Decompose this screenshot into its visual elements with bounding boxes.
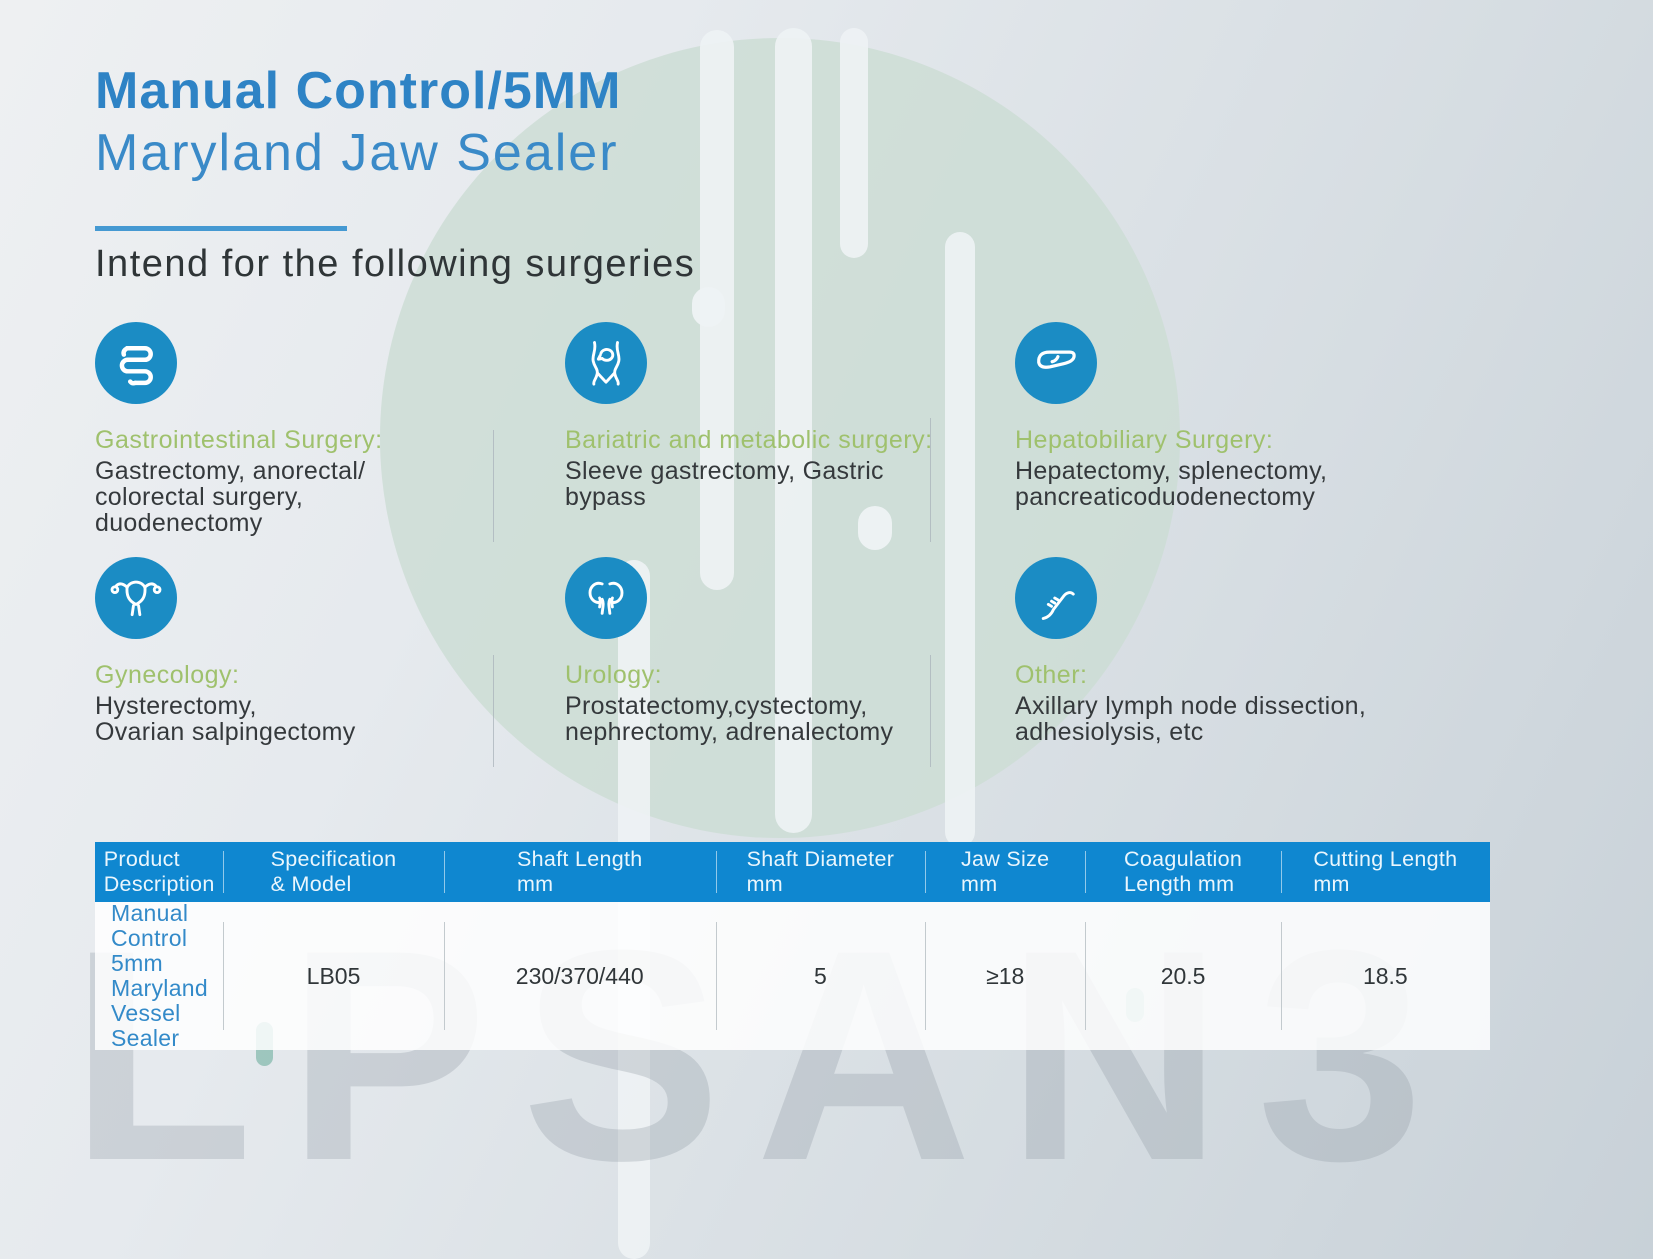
table-header-row: Product Description Specification & Mode… [95,842,1490,902]
header-label: Coagulation Length mm [1124,847,1243,896]
header-label: Shaft Length mm [516,847,643,896]
cell-product-description: Manual Control 5mm Maryland Vessel Seale… [95,900,223,1051]
header-cell-cutting-length: Cutting Length mm [1280,842,1490,902]
surgery-heading: Gastrointestinal Surgery: [95,426,383,454]
logo-pill [692,287,725,327]
kidneys-icon [565,557,647,639]
column-divider [930,418,931,542]
surgery-card-gastrointestinal: Gastrointestinal Surgery: Gastrectomy, a… [95,322,480,536]
intestines-icon [95,322,177,404]
liver-icon [1015,322,1097,404]
header-cell-coagulation-length: Coagulation Length mm [1085,842,1280,902]
cell-specification-model: LB05 [223,902,443,1050]
page-subtitle: Intend for the following surgeries [95,243,696,285]
logo-stripe [945,232,975,847]
title-underline [95,226,347,231]
surgery-card-urology: Urology: Prostatectomy,cystectomy, nephr… [565,557,985,745]
surgery-description: Sleeve gastrectomy, Gastric bypass [565,457,884,511]
surgery-card-hepatobiliary: Hepatobiliary Surgery: Hepatectomy, sple… [1015,322,1475,510]
page-title: Manual Control/5MM Maryland Jaw Sealer [95,60,621,184]
surgery-description: Gastrectomy, anorectal/ colorectal surge… [95,457,366,537]
surgery-description: Axillary lymph node dissection, adhesiol… [1015,692,1367,746]
header-cell-jaw-size: Jaw Size mm [925,842,1085,902]
surgery-card-other: Other: Axillary lymph node dissection, a… [1015,557,1475,745]
header-cell-specification-model: Specification & Model [223,842,443,902]
cell-jaw-size: ≥18 [925,902,1085,1050]
surgery-heading: Bariatric and metabolic surgery: [565,426,933,454]
bariatric-torso-icon [565,322,647,404]
cell-shaft-diameter: 5 [715,902,925,1050]
cell-shaft-length: 230/370/440 [443,902,716,1050]
logo-stripe [840,28,868,258]
surgery-heading: Hepatobiliary Surgery: [1015,426,1274,454]
surgery-card-gynecology: Gynecology: Hysterectomy, Ovarian salpin… [95,557,480,745]
surgery-description: Hepatectomy, splenectomy, pancreaticoduo… [1015,457,1328,511]
header-cell-shaft-length: Shaft Length mm [443,842,716,902]
header-cell-product-description: Product Description [95,842,223,902]
logo-pill [858,506,892,550]
page-title-line2: Maryland Jaw Sealer [95,124,619,182]
surgery-heading: Other: [1015,661,1088,689]
header-label: Specification & Model [270,847,397,896]
axilla-icon [1015,557,1097,639]
header-label: Shaft Diameter mm [746,847,895,896]
table-row: Manual Control 5mm Maryland Vessel Seale… [95,900,1490,1051]
column-divider [493,430,494,542]
surgery-heading: Urology: [565,661,663,689]
surgery-description: Hysterectomy, Ovarian salpingectomy [95,692,356,746]
uterus-icon [95,557,177,639]
cell-cutting-length: 18.5 [1280,902,1490,1050]
column-divider [930,655,931,767]
header-label: Cutting Length mm [1313,847,1458,896]
specification-table: Product Description Specification & Mode… [95,842,1490,1051]
surgery-card-bariatric: Bariatric and metabolic surgery: Sleeve … [565,322,985,510]
surgery-description: Prostatectomy,cystectomy, nephrectomy, a… [565,692,894,746]
header-label: Product Description [103,847,215,896]
header-cell-shaft-diameter: Shaft Diameter mm [715,842,925,902]
product-name: Manual Control 5mm Maryland Vessel Seale… [111,900,208,1051]
logo-stripe [775,28,812,833]
header-label: Jaw Size mm [960,847,1050,896]
page-title-line1: Manual Control/5MM [95,62,622,120]
column-divider [493,655,494,767]
cell-coagulation-length: 20.5 [1085,902,1280,1050]
surgery-heading: Gynecology: [95,661,240,689]
